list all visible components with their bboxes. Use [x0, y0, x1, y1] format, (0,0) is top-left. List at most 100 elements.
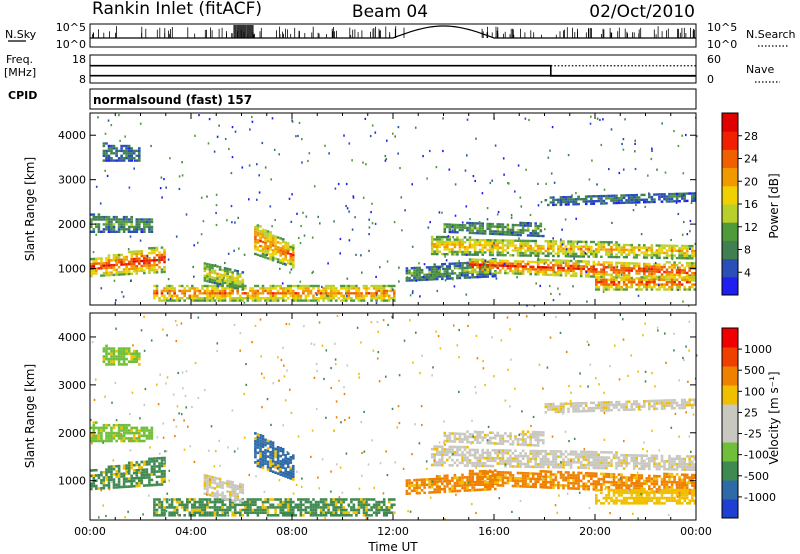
- velocity-cell: [405, 479, 409, 482]
- power-cell: [451, 223, 454, 226]
- velocity-cell: [337, 500, 340, 504]
- power-cell: [216, 135, 219, 138]
- power-cell: [501, 225, 505, 229]
- power-cell: [256, 292, 260, 295]
- power-cell: [473, 251, 477, 254]
- velocity-cell: [233, 514, 237, 517]
- velocity-cell: [456, 464, 459, 467]
- power-cell: [281, 262, 285, 265]
- power-cell: [680, 264, 684, 267]
- power-cell: [554, 264, 558, 267]
- velocity-cell: [327, 508, 330, 512]
- power-cell: [693, 264, 697, 268]
- power-cell: [501, 246, 505, 249]
- velocity-cell: [198, 498, 202, 501]
- velocity-cell: [259, 463, 262, 466]
- velocity-cell: [365, 514, 368, 517]
- velocity-cell: [160, 470, 164, 473]
- velocity-cell: [254, 437, 257, 440]
- power-cell: [506, 251, 510, 254]
- power-cell: [167, 258, 170, 261]
- power-cell: [486, 275, 489, 278]
- power-cell: [375, 301, 378, 305]
- power-cell: [228, 270, 232, 274]
- power-cell: [105, 225, 108, 229]
- power-cell: [345, 204, 347, 208]
- power-cell: [191, 287, 194, 290]
- power-cell: [675, 285, 679, 289]
- power-cell: [534, 260, 537, 264]
- velocity-cell: [499, 462, 502, 465]
- velocity-cell: [115, 423, 118, 427]
- velocity-cell: [461, 445, 464, 449]
- power-cell: [206, 265, 209, 268]
- power-cell: [231, 221, 233, 224]
- power-cell: [135, 159, 139, 162]
- power-cell: [607, 288, 611, 291]
- power-cell: [458, 262, 462, 265]
- power-cell: [112, 159, 116, 162]
- power-cell: [476, 261, 479, 264]
- velocity-cell: [345, 514, 348, 517]
- power-cell: [625, 194, 628, 197]
- power-cell: [630, 201, 633, 204]
- power-cell: [139, 239, 142, 242]
- power-cell: [121, 291, 123, 294]
- power-cell: [269, 205, 272, 208]
- power-cell: [645, 267, 649, 271]
- velocity-cell: [105, 473, 108, 477]
- power-cell: [562, 198, 565, 201]
- power-cell: [569, 269, 573, 272]
- velocity-cell: [486, 456, 489, 460]
- power-cell: [264, 289, 267, 293]
- power-cell: [683, 269, 686, 272]
- velocity-cell: [127, 437, 131, 440]
- velocity-cell: [286, 511, 290, 514]
- velocity-cell: [284, 475, 287, 478]
- power-cell: [514, 249, 517, 252]
- velocity-cell: [266, 439, 270, 443]
- colorbar-tick-label: 20: [744, 175, 758, 188]
- power-cell: [461, 241, 464, 244]
- velocity-cell: [256, 435, 260, 439]
- power-cell: [552, 240, 555, 243]
- velocity-cell: [466, 459, 469, 462]
- velocity-cell: [264, 508, 267, 512]
- power-cell: [426, 177, 428, 180]
- power-cell: [677, 144, 680, 148]
- power-cell: [466, 269, 469, 272]
- velocity-cell: [148, 478, 151, 482]
- power-cell: [547, 266, 550, 269]
- power-cell: [547, 249, 550, 253]
- power-cell: [587, 195, 590, 198]
- power-cell: [567, 272, 570, 275]
- power-cell: [269, 248, 272, 251]
- power-cell: [107, 259, 111, 262]
- power-cell: [348, 210, 350, 213]
- velocity-cell: [143, 468, 146, 472]
- power-cell: [239, 273, 242, 276]
- velocity-cell: [198, 514, 202, 517]
- power-cell: [379, 266, 381, 269]
- velocity-cell: [350, 506, 353, 509]
- power-cell: [637, 288, 641, 291]
- power-cell: [448, 168, 451, 171]
- power-cell: [138, 250, 141, 253]
- power-cell: [602, 243, 606, 246]
- power-cell: [307, 299, 310, 302]
- velocity-cell: [357, 506, 361, 509]
- velocity-cell: [122, 477, 126, 481]
- velocity-cell: [132, 431, 136, 435]
- velocity-cell: [228, 480, 232, 483]
- power-cell: [148, 223, 151, 226]
- power-cell: [640, 251, 644, 254]
- power-cell: [288, 197, 291, 200]
- velocity-cell: [261, 434, 265, 438]
- freq-right-tick-top: 60: [707, 53, 721, 66]
- power-cell: [610, 255, 613, 259]
- power-cell: [579, 255, 583, 258]
- power-cell: [198, 299, 202, 302]
- power-cell: [233, 284, 237, 287]
- power-cell: [218, 124, 220, 127]
- velocity-cell: [175, 511, 179, 514]
